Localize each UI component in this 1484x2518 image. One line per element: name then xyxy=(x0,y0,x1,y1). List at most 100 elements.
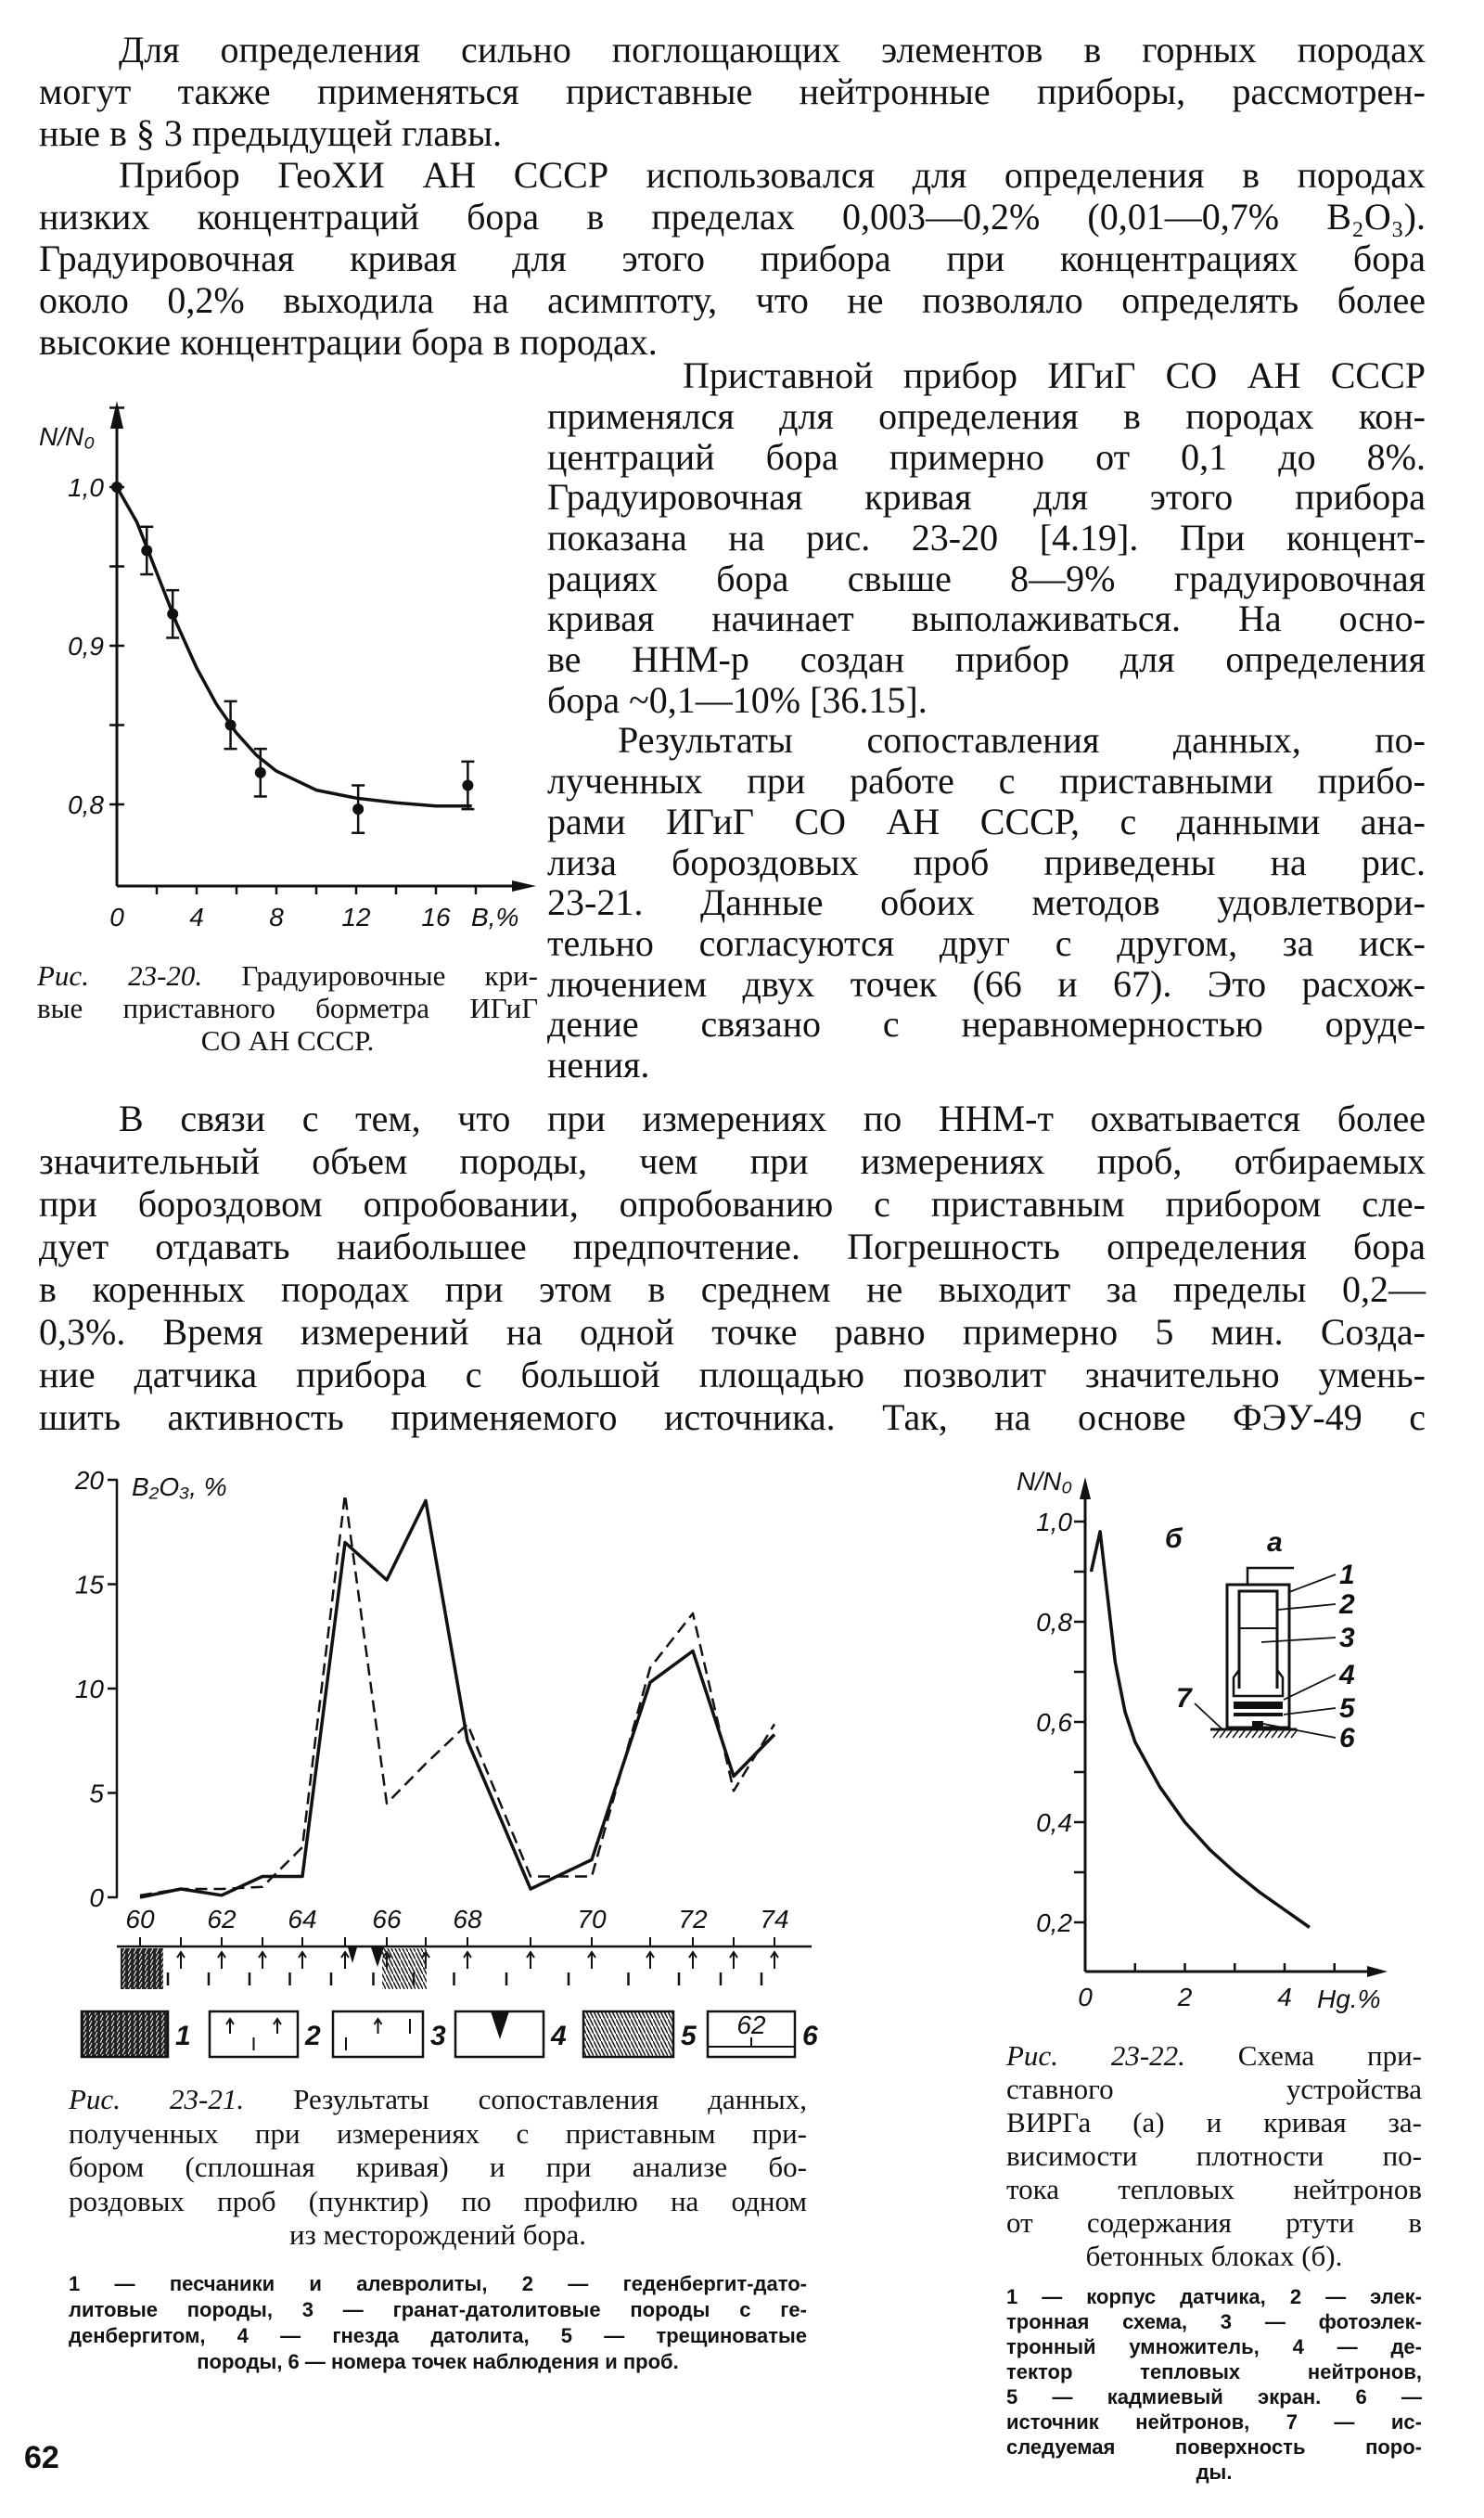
text-line: В связи с тем, что при измерениях по ННМ… xyxy=(119,1098,1426,1139)
caption-line: висимости плотности по- xyxy=(1006,2139,1422,2172)
caption-line: от содержания ртути в xyxy=(1006,2206,1422,2239)
surface-hatch xyxy=(1251,1728,1260,1739)
x-tick-label: 0 xyxy=(109,903,124,931)
data-point xyxy=(167,608,179,620)
legend-item: 4 xyxy=(454,2010,567,2059)
leader-line xyxy=(1260,1637,1337,1643)
legend-line: денбергитом, 4 — гнезда датолита, 5 — тр… xyxy=(69,2324,807,2347)
series-dashed xyxy=(139,1493,776,1897)
arrow-symbol xyxy=(646,1950,655,1969)
legend-swatch xyxy=(582,2010,675,2059)
datolite-nest-symbol xyxy=(491,2011,509,2039)
datolite-nest xyxy=(348,1947,357,1963)
legend-item: 1 xyxy=(80,2010,191,2059)
text-line: рациях бора свыше 8—9% градуировочная xyxy=(547,557,1426,599)
data-point xyxy=(254,766,266,778)
y-tick-label: 0,6 xyxy=(1036,1708,1072,1737)
text-line: высокие концентрации бора в породах. xyxy=(39,320,658,363)
neutron-detector xyxy=(1234,1702,1283,1709)
y-tick-label: 1,0 xyxy=(68,473,104,502)
text-line: лиза бороздовых проб приведены на рис. xyxy=(547,841,1426,883)
legend-line: источник нейтронов, 7 — ис- xyxy=(1006,2410,1422,2434)
legend-item: 5 xyxy=(582,2010,697,2059)
legend-line: тронный умножитель, 4 — де- xyxy=(1006,2335,1422,2358)
y-tick-label: 5 xyxy=(89,1779,104,1808)
legend-line: тронная схема, 3 — фотоэлек- xyxy=(1006,2310,1422,2333)
legend-line: следуемая поверхность поро- xyxy=(1006,2435,1422,2459)
caption-text: Схема при- xyxy=(1237,2039,1422,2072)
chart-fig-23-20: 1,0 0,9 0,8 0 4 8 12 16 N/N₀ B,% xyxy=(39,401,536,931)
y-axis-label: N/N₀ xyxy=(1017,1467,1072,1496)
legend-number: 4 xyxy=(550,2021,567,2051)
legend-line: 1 — корпус датчика, 2 — элек- xyxy=(1006,2285,1422,2308)
leader-line xyxy=(1194,1702,1223,1730)
surface-hatch xyxy=(1212,1728,1221,1739)
data-point xyxy=(224,719,237,731)
text-line: около 0,2% выходила на асимптоту, что не… xyxy=(39,278,1426,321)
y-tick-label: 0 xyxy=(89,1883,104,1912)
legend-swatch xyxy=(80,2010,170,2059)
x-axis-label: Hg.% xyxy=(1317,1985,1380,2013)
text-line: 0,3%. Время измерений на одной точке рав… xyxy=(39,1311,1426,1353)
schematic-label: а xyxy=(1267,1527,1283,1558)
arrow-symbol xyxy=(770,1950,779,1969)
legend-number: 2 xyxy=(304,2021,321,2051)
text-line: при бороздовом опробовании, опробованию … xyxy=(39,1183,1426,1225)
data-point xyxy=(141,545,153,557)
legend-line: породы, 6 — номера точек наблюдения и пр… xyxy=(197,2350,679,2373)
x-tick-label: 66 xyxy=(372,1905,402,1933)
legend-item: 2 xyxy=(208,2010,321,2059)
surface-hatch xyxy=(1219,1728,1227,1739)
part-label: 2 xyxy=(1338,1589,1355,1620)
y-axis-label: B₂O₃, % xyxy=(132,1472,227,1501)
page-number: 62 xyxy=(24,2440,59,2475)
caption-line: полученных при измерениях с приставным п… xyxy=(69,2116,807,2150)
x-tick-label: 74 xyxy=(760,1905,788,1933)
text-line: шить активность применяемого источника. … xyxy=(39,1396,1426,1438)
text-line: рами ИГиГ СО АН СССР, с данными ана- xyxy=(547,800,1426,842)
arrow-symbol xyxy=(176,1950,186,1969)
y-tick-label: 0,8 xyxy=(1036,1608,1072,1637)
text-line: дует отдавать наибольшее предпочтение. П… xyxy=(39,1226,1426,1267)
y-tick-label: 1,0 xyxy=(1036,1508,1072,1536)
figure-number: Рис. 23-22. xyxy=(1006,2039,1185,2072)
text-line: применялся для определения в породах кон… xyxy=(547,394,1426,437)
surface-hatch xyxy=(1258,1728,1266,1739)
arrow-symbol xyxy=(526,1950,535,1969)
caption-line: из месторождений бора. xyxy=(288,2218,587,2251)
sandstone-zone xyxy=(121,1948,163,1989)
surface-hatch xyxy=(1245,1728,1253,1739)
figure-number: Рис. 23-20. xyxy=(37,959,203,992)
surface-hatch xyxy=(1284,1728,1292,1739)
leader-line xyxy=(1288,1574,1337,1593)
fit-curve xyxy=(115,486,472,808)
data-point xyxy=(111,482,122,493)
legend-line: литовые породы, 3 — гранат-датолитовые п… xyxy=(69,2298,807,2321)
surface-hatch xyxy=(1271,1728,1279,1739)
text-line: Прибор ГеоХИ АН СССР использовался для о… xyxy=(119,153,1426,196)
chart-fig-23-21: 20 15 10 5 0 B₂O₃, % 60 62 64 66 68 70 72 74 1 2 3 4 5 62 6 xyxy=(74,1466,818,2059)
caption-text: Результаты сопоставления данных, xyxy=(293,2083,808,2115)
y-axis-label: N/N₀ xyxy=(39,422,95,451)
part-label: 5 xyxy=(1339,1693,1356,1724)
part-label: 1 xyxy=(1339,1560,1355,1590)
neutron-source xyxy=(1252,1721,1263,1728)
arrow-symbol xyxy=(217,1950,226,1969)
text-line: центраций бора примерно от 0,1 до 8%. xyxy=(547,435,1426,478)
part-label: 7 xyxy=(1176,1683,1193,1714)
caption-line: ВИРГа (а) и кривая за- xyxy=(1006,2106,1422,2139)
text-line: Приставной прибор ИГиГ СО АН СССР xyxy=(683,354,1426,397)
surface-hatch xyxy=(1277,1728,1286,1739)
photomultiplier xyxy=(1232,1669,1285,1698)
text-line: Для определения сильно поглощающих элеме… xyxy=(119,28,1426,71)
arrow-symbol xyxy=(258,1950,267,1969)
series-solid xyxy=(139,1498,776,1899)
text-line: тельно согласуются друг с другом, за иск… xyxy=(547,921,1426,964)
legend-number: 1 xyxy=(175,2021,191,2051)
text-line: ние датчика прибора с большой площадью п… xyxy=(39,1354,1426,1395)
arrow-symbol xyxy=(298,1950,307,1969)
y-tick-label: 0,4 xyxy=(1036,1808,1072,1837)
